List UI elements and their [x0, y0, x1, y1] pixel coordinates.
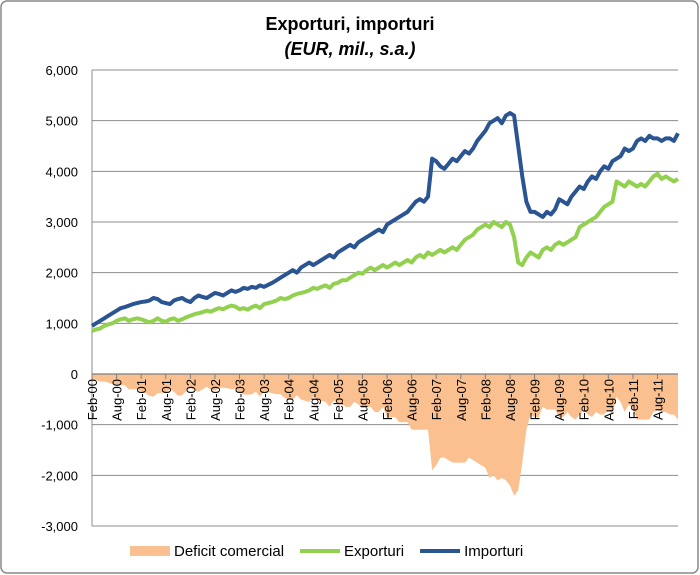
y-tick-label: 6,000 [45, 63, 78, 78]
x-tick-label: Feb-08 [478, 379, 493, 420]
plot-area: -3,000 -2,000 -1,000 0 1,000 2,000 3,000 4,000 5… [41, 63, 680, 534]
y-tick-label: 1,000 [45, 316, 78, 331]
y-tick-label: -3,000 [41, 519, 78, 534]
legend-label: Exporturi [344, 543, 404, 560]
y-tick-label: 3,000 [45, 215, 78, 230]
y-tick-label: 0 [71, 367, 78, 382]
x-tick-label: Feb-02 [183, 379, 198, 420]
x-tick-label: Aug-02 [208, 379, 223, 421]
y-tick-label: -1,000 [41, 418, 78, 433]
x-tick-label: Aug-07 [454, 379, 469, 421]
x-tick-label: Aug-08 [503, 379, 518, 421]
x-tick-label: Feb-04 [282, 379, 297, 420]
x-tick-label: Feb-01 [134, 379, 149, 420]
x-tick-label: Feb-07 [429, 379, 444, 420]
legend: Deficit comercial Exporturi Importuri [130, 543, 523, 560]
x-tick-label: Aug-04 [306, 379, 321, 421]
x-tick-label: Feb-00 [85, 379, 100, 420]
line [91, 171, 680, 333]
x-tick-label: Aug-05 [355, 379, 370, 421]
legend-label: Importuri [464, 543, 523, 560]
x-tick-label: Feb-05 [331, 379, 346, 420]
area [92, 374, 678, 496]
y-tick-label: 4,000 [45, 164, 78, 179]
x-tick-label: Aug-09 [552, 379, 567, 421]
x-tick-label: Feb-06 [380, 379, 395, 420]
x-tick-label: Aug-06 [405, 379, 420, 421]
x-tick-label: Aug-01 [159, 379, 174, 421]
y-tick-label: -2,000 [41, 468, 78, 483]
y-tick-label: 5,000 [45, 114, 78, 129]
x-tick-label: Feb-03 [233, 379, 248, 420]
x-tick-label: Aug-11 [651, 379, 666, 420]
legend-label: Deficit comercial [174, 543, 284, 560]
x-tick-label: Feb-10 [577, 379, 592, 420]
chart-subtitle: (EUR, mil., s.a.) [284, 39, 415, 59]
y-tick-label: 2,000 [45, 266, 78, 281]
x-tick-label: Aug-10 [601, 379, 616, 421]
chart-title: Exporturi, importuri [265, 14, 434, 34]
x-tick-label: Aug-00 [110, 379, 125, 421]
x-tick-label: Aug-03 [257, 379, 272, 421]
x-tick-label: Feb-11 [626, 379, 641, 419]
legend-swatch [130, 546, 170, 556]
line [90, 111, 680, 328]
x-tick-label: Feb-09 [528, 379, 543, 420]
